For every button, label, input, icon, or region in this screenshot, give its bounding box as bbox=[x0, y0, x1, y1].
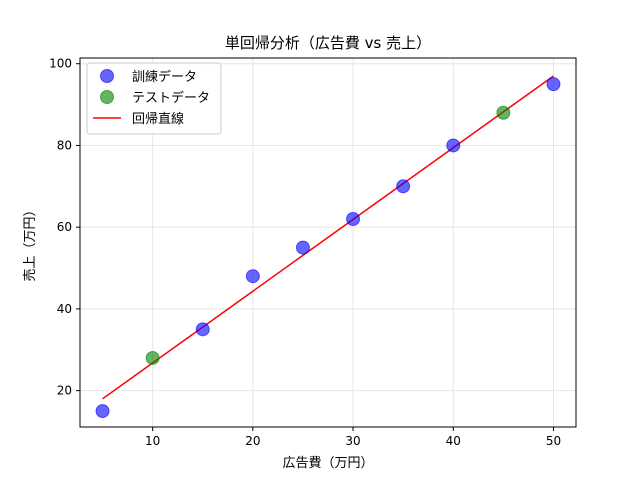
y-tick-label: 20 bbox=[57, 384, 72, 398]
x-tick-label: 20 bbox=[245, 434, 260, 448]
legend-item-line: 回帰直線 bbox=[93, 111, 184, 127]
test-point bbox=[496, 105, 511, 120]
training-point bbox=[546, 77, 561, 92]
x-tick-label: 50 bbox=[546, 434, 561, 448]
y-axis-label: 売上（万円） bbox=[22, 203, 38, 281]
legend-label: 回帰直線 bbox=[132, 111, 184, 127]
training-point bbox=[346, 212, 361, 227]
legend-item-test: テストデータ bbox=[100, 90, 210, 106]
y-tick-label: 80 bbox=[57, 138, 72, 152]
training-point bbox=[295, 240, 310, 255]
training-point bbox=[195, 322, 210, 337]
x-axis-ticks: 10 20 30 40 50 bbox=[145, 427, 561, 448]
training-point bbox=[396, 179, 411, 194]
x-tick-label: 30 bbox=[345, 434, 360, 448]
y-tick-label: 100 bbox=[49, 57, 72, 71]
legend-label: 訓練データ bbox=[132, 69, 197, 85]
training-point bbox=[95, 404, 110, 419]
axes-frame bbox=[79, 57, 577, 428]
x-axis-label: 広告費（万円） bbox=[282, 456, 373, 471]
plot-area bbox=[95, 75, 561, 419]
grid bbox=[80, 58, 576, 427]
training-point bbox=[245, 269, 260, 284]
x-tick-label: 10 bbox=[145, 434, 160, 448]
legend-marker bbox=[100, 90, 114, 104]
y-axis-ticks: 20 40 60 80 100 bbox=[49, 57, 80, 398]
y-tick-label: 60 bbox=[57, 220, 72, 234]
legend-item-training: 訓練データ bbox=[100, 69, 197, 85]
regression-line bbox=[102, 75, 554, 400]
x-tick-label: 40 bbox=[446, 434, 461, 448]
chart-title: 単回帰分析（広告費 vs 売上） bbox=[225, 34, 431, 52]
test-point bbox=[145, 350, 160, 365]
legend-marker bbox=[100, 69, 114, 83]
training-point bbox=[446, 138, 461, 153]
legend-box bbox=[86, 62, 222, 135]
y-tick-label: 40 bbox=[57, 302, 72, 316]
legend-label: テストデータ bbox=[132, 90, 210, 106]
